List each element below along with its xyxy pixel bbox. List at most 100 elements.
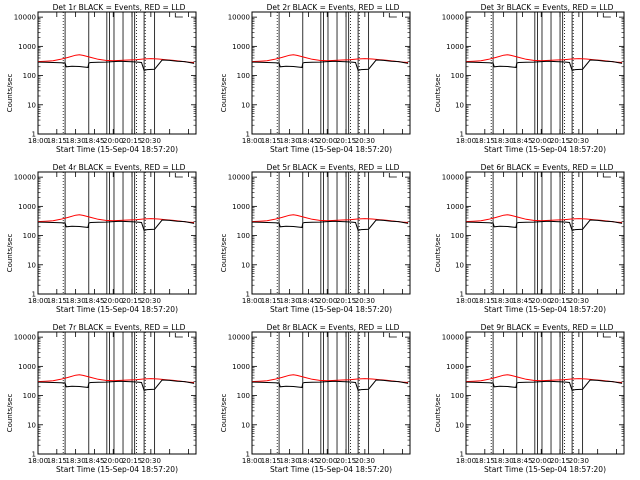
y-axis-label: Counts/sec — [6, 234, 14, 273]
y-tick-label: 100 — [451, 392, 464, 400]
events-series-line — [251, 59, 409, 72]
y-tick-label: 1000 — [232, 43, 250, 51]
x-tick-label: 18:15 — [475, 297, 495, 305]
x-tick-label: 20:15 — [336, 137, 356, 145]
x-tick-label: 18:45 — [512, 457, 532, 465]
y-axis-label: Counts/sec — [6, 394, 14, 433]
top-step-mark — [602, 173, 611, 178]
x-tick-label: 20:15 — [336, 297, 356, 305]
y-tick-label: 1000 — [232, 363, 250, 371]
x-tick-label: 20:00 — [317, 137, 337, 145]
plot-frame — [251, 171, 411, 295]
y-axis-label: Counts/sec — [220, 234, 228, 273]
x-tick-label: 18:45 — [512, 137, 532, 145]
x-tick-label: 18:30 — [494, 297, 514, 305]
x-tick-label: 20:30 — [569, 297, 589, 305]
y-tick-label: 10000 — [442, 174, 464, 182]
y-tick-label: 10 — [27, 261, 36, 269]
x-tick-label: 18:45 — [512, 297, 532, 305]
y-tick-label: 10 — [241, 101, 250, 109]
detector-panel-8: Det 8r BLACK = Events, RED = LLD 1 10 100 10… — [220, 323, 411, 474]
events-series-line — [37, 379, 195, 392]
x-tick-label: 20:30 — [141, 137, 161, 145]
x-axis-label: Start Time (15-Sep-04 18:57:20) — [270, 145, 392, 154]
y-tick-label: 1000 — [18, 203, 36, 211]
y-tick-label: 1 — [460, 131, 464, 139]
x-tick-label: 20:15 — [550, 297, 570, 305]
plot-frame — [37, 331, 197, 455]
y-tick-label: 100 — [451, 232, 464, 240]
x-tick-label: 20:15 — [550, 137, 570, 145]
x-axis-label: Start Time (15-Sep-04 18:57:20) — [56, 465, 178, 474]
events-series-line — [465, 219, 623, 232]
x-tick-label: 18:30 — [280, 457, 300, 465]
x-tick-label: 18:30 — [494, 457, 514, 465]
y-tick-label: 10000 — [442, 14, 464, 22]
y-tick-label: 1000 — [18, 43, 36, 51]
y-tick-label: 1000 — [18, 363, 36, 371]
x-tick-label: 20:15 — [122, 137, 142, 145]
top-step-mark — [388, 13, 397, 18]
x-tick-label: 18:15 — [261, 457, 281, 465]
x-tick-label: 18:00 — [242, 137, 262, 145]
panel-title: Det 8r BLACK = Events, RED = LLD — [267, 323, 400, 332]
x-tick-label: 18:30 — [280, 297, 300, 305]
x-tick-label: 20:30 — [355, 137, 375, 145]
detector-panel-1: Det 1r BLACK = Events, RED = LLD 1 10 100 10… — [6, 3, 197, 154]
y-tick-label: 1 — [32, 131, 36, 139]
y-tick-label: 100 — [23, 232, 36, 240]
y-tick-label: 10000 — [228, 334, 250, 342]
y-axis-label: Counts/sec — [220, 394, 228, 433]
y-tick-label: 1 — [460, 291, 464, 299]
events-series-line — [465, 59, 623, 72]
panel-title: Det 6r BLACK = Events, RED = LLD — [481, 163, 614, 172]
y-tick-label: 100 — [237, 72, 250, 80]
y-axis-label: Counts/sec — [6, 74, 14, 113]
x-tick-label: 20:00 — [317, 457, 337, 465]
events-series-line — [251, 379, 409, 392]
plot-frame — [251, 11, 411, 135]
x-tick-label: 18:00 — [242, 297, 262, 305]
top-step-mark — [174, 173, 183, 178]
x-tick-label: 20:30 — [569, 457, 589, 465]
events-series-line — [251, 219, 409, 232]
x-tick-label: 18:30 — [494, 137, 514, 145]
x-tick-label: 18:15 — [475, 137, 495, 145]
x-tick-label: 18:00 — [456, 137, 476, 145]
y-tick-label: 10000 — [14, 334, 36, 342]
x-tick-label: 18:15 — [47, 457, 67, 465]
y-axis-label: Counts/sec — [434, 394, 442, 433]
events-series-line — [465, 379, 623, 392]
y-tick-label: 1000 — [446, 43, 464, 51]
y-tick-label: 10000 — [442, 334, 464, 342]
x-tick-label: 20:15 — [550, 457, 570, 465]
events-series-line — [37, 59, 195, 72]
y-axis-label: Counts/sec — [434, 234, 442, 273]
detector-panel-3: Det 3r BLACK = Events, RED = LLD 1 10 100 10… — [434, 3, 625, 154]
y-tick-label: 1 — [460, 451, 464, 459]
x-axis-label: Start Time (15-Sep-04 18:57:20) — [484, 305, 606, 314]
panel-title: Det 7r BLACK = Events, RED = LLD — [53, 323, 186, 332]
y-tick-label: 10000 — [14, 174, 36, 182]
x-tick-label: 20:30 — [141, 297, 161, 305]
plot-frame — [37, 171, 197, 295]
x-axis-label: Start Time (15-Sep-04 18:57:20) — [56, 145, 178, 154]
x-tick-label: 20:30 — [355, 457, 375, 465]
top-step-mark — [388, 173, 397, 178]
y-axis-label: Counts/sec — [220, 74, 228, 113]
y-tick-label: 100 — [237, 392, 250, 400]
panel-title: Det 2r BLACK = Events, RED = LLD — [267, 3, 400, 12]
x-tick-label: 18:45 — [84, 137, 104, 145]
panel-title: Det 4r BLACK = Events, RED = LLD — [53, 163, 186, 172]
x-tick-label: 18:45 — [298, 457, 318, 465]
y-tick-label: 1000 — [232, 203, 250, 211]
events-series-line — [37, 219, 195, 232]
x-tick-label: 20:30 — [569, 137, 589, 145]
y-tick-label: 1 — [32, 291, 36, 299]
y-tick-label: 100 — [23, 392, 36, 400]
x-tick-label: 20:30 — [355, 297, 375, 305]
detector-panel-4: Det 4r BLACK = Events, RED = LLD 1 10 100 10… — [6, 163, 197, 314]
x-tick-label: 18:30 — [66, 137, 86, 145]
x-tick-label: 18:45 — [84, 457, 104, 465]
x-tick-label: 18:00 — [28, 457, 48, 465]
